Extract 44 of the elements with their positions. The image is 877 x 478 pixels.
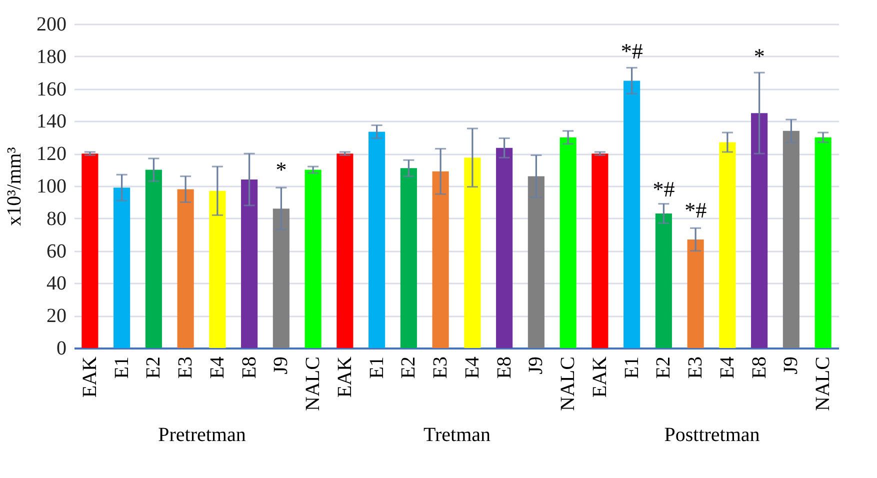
x-axis-title: Posttretman xyxy=(664,424,760,446)
x-tick-label: NALC xyxy=(302,356,324,411)
x-tick-label: E4 xyxy=(206,356,228,379)
y-tick-label: 20 xyxy=(46,305,66,328)
x-tick-label: E2 xyxy=(652,356,675,379)
annotation: * xyxy=(276,157,287,182)
x-tick-label: J9 xyxy=(780,356,802,374)
x-tick-label: NALC xyxy=(812,356,834,411)
y-tick-label: 0 xyxy=(56,338,66,360)
x-tick-label: E2 xyxy=(398,356,420,379)
annotation: * xyxy=(754,44,765,69)
y-tick-label: 80 xyxy=(46,208,66,230)
y-axis-title: x10³/mm³ xyxy=(4,147,26,226)
x-tick-label: J9 xyxy=(525,356,548,374)
annotation: *# xyxy=(620,38,643,64)
x-tick-label: E8 xyxy=(748,356,770,379)
x-axis-title: Pretretman xyxy=(158,424,246,446)
x-tick-label: E3 xyxy=(684,356,707,379)
x-tick-label: E1 xyxy=(366,356,388,379)
x-tick-label: E4 xyxy=(461,356,484,379)
x-axis-title: Tretman xyxy=(423,424,491,446)
annotation: *# xyxy=(684,198,707,222)
x-tick-label: NALC xyxy=(557,356,580,411)
x-tick-label: E4 xyxy=(716,356,738,379)
x-tick-label: E8 xyxy=(238,356,260,379)
y-tick-label: 40 xyxy=(46,272,66,295)
x-tick-label: E8 xyxy=(493,356,516,379)
y-tick-label: 160 xyxy=(36,78,66,100)
x-tick-label: EAK xyxy=(78,356,101,398)
x-tick-label: E2 xyxy=(142,356,165,379)
y-tick-label: 180 xyxy=(36,46,66,68)
y-tick-label: 60 xyxy=(46,240,66,262)
x-tick-label: EAK xyxy=(588,356,611,398)
x-tick-label: EAK xyxy=(334,356,356,398)
x-tick-label: E3 xyxy=(174,356,197,379)
y-tick-label: 120 xyxy=(36,143,66,166)
y-tick-label: 140 xyxy=(36,110,66,133)
x-tick-label: E3 xyxy=(430,356,452,379)
x-tick-label: J9 xyxy=(270,356,292,374)
x-tick-label: E1 xyxy=(620,356,643,379)
annotation: *# xyxy=(652,176,675,202)
y-tick-label: 100 xyxy=(36,176,66,198)
x-tick-label: E1 xyxy=(110,356,133,379)
y-tick-label: 200 xyxy=(36,14,66,36)
